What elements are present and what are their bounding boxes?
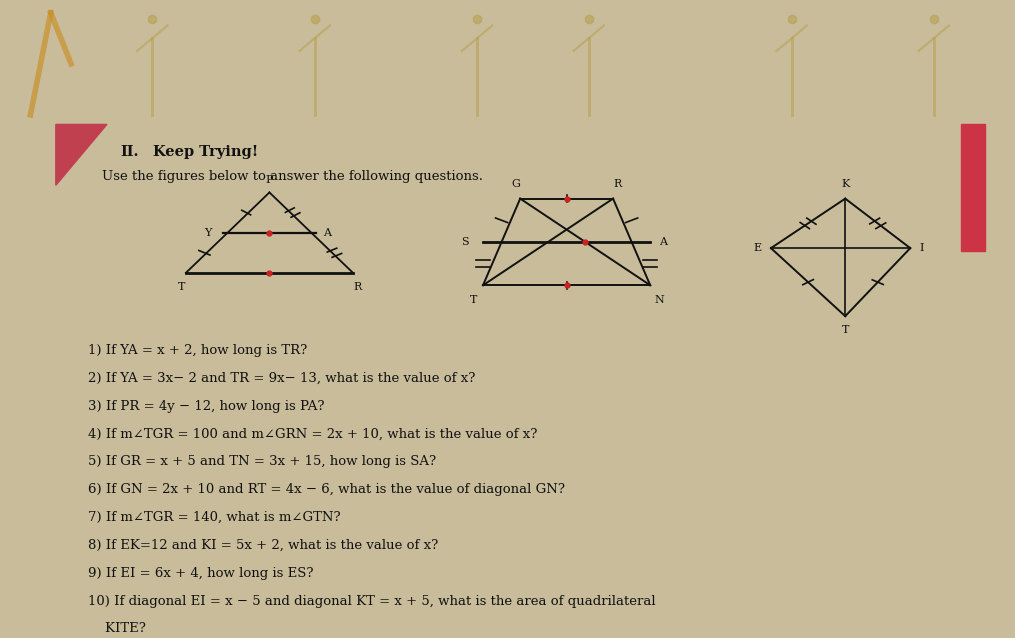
Text: N: N <box>655 295 665 304</box>
Text: 5) If GR = x + 5 and TN = 3x + 15, how long is SA?: 5) If GR = x + 5 and TN = 3x + 15, how l… <box>88 456 436 468</box>
Text: K: K <box>841 179 850 189</box>
Text: KITE?: KITE? <box>88 622 146 635</box>
Text: T: T <box>178 282 185 292</box>
Text: G: G <box>512 179 520 189</box>
Text: 4) If m∠TGR = 100 and m∠GRN = 2x + 10, what is the value of x?: 4) If m∠TGR = 100 and m∠GRN = 2x + 10, w… <box>88 427 538 440</box>
Text: A: A <box>660 237 668 247</box>
Text: 6) If GN = 2x + 10 and RT = 4x − 6, what is the value of diagonal GN?: 6) If GN = 2x + 10 and RT = 4x − 6, what… <box>88 483 565 496</box>
Polygon shape <box>961 124 985 251</box>
Text: Use the figures below to answer the following questions.: Use the figures below to answer the foll… <box>103 170 483 184</box>
Text: R: R <box>353 282 361 292</box>
Text: 3) If PR = 4y − 12, how long is PA?: 3) If PR = 4y − 12, how long is PA? <box>88 399 325 413</box>
Text: Keep Trying!: Keep Trying! <box>153 145 259 160</box>
Text: Y: Y <box>204 228 212 238</box>
Text: II.: II. <box>121 145 139 160</box>
Text: 8) If EK=12 and KI = 5x + 2, what is the value of x?: 8) If EK=12 and KI = 5x + 2, what is the… <box>88 539 438 552</box>
Text: 2) If YA = 3x− 2 and TR = 9x− 13, what is the value of x?: 2) If YA = 3x− 2 and TR = 9x− 13, what i… <box>88 372 476 385</box>
Text: 9) If EI = 6x + 4, how long is ES?: 9) If EI = 6x + 4, how long is ES? <box>88 567 314 580</box>
Text: P: P <box>266 175 273 185</box>
Text: 10) If diagonal EI = x − 5 and diagonal KT = x + 5, what is the area of quadrila: 10) If diagonal EI = x − 5 and diagonal … <box>88 595 656 607</box>
Text: 1) If YA = x + 2, how long is TR?: 1) If YA = x + 2, how long is TR? <box>88 344 308 357</box>
Text: 7) If m∠TGR = 140, what is m∠GTN?: 7) If m∠TGR = 140, what is m∠GTN? <box>88 511 341 524</box>
Text: E: E <box>753 243 761 253</box>
Text: S: S <box>462 237 469 247</box>
Polygon shape <box>56 124 107 185</box>
Text: I: I <box>920 243 924 253</box>
Text: A: A <box>324 228 331 238</box>
Text: T: T <box>841 325 849 336</box>
Text: R: R <box>614 179 622 189</box>
Text: T: T <box>470 295 477 304</box>
